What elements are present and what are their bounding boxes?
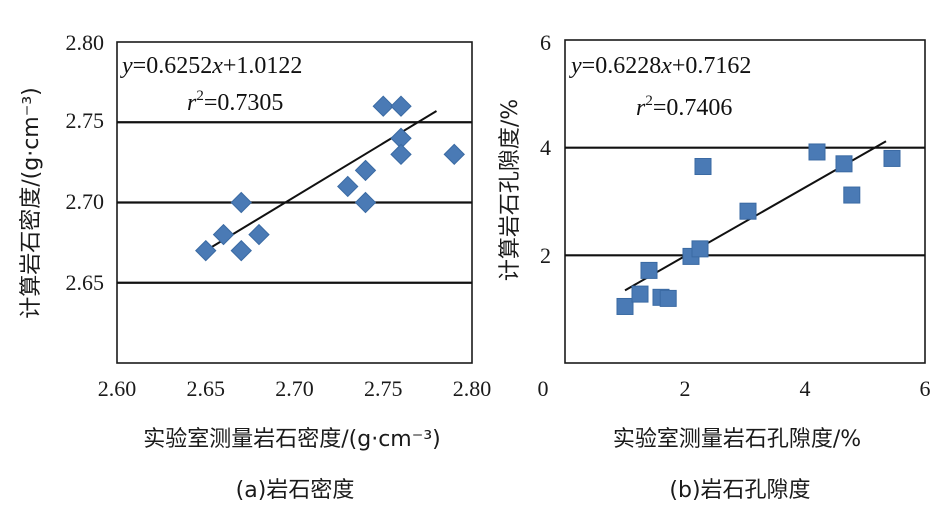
- panel-a-gridlines: [117, 121, 472, 284]
- square-data-point: [694, 158, 712, 176]
- square-data-point: [843, 186, 861, 204]
- diamond-data-point: [390, 143, 412, 166]
- panel-b-y-tick-labels: 2 4 6: [540, 30, 551, 268]
- panel-b-x-tick: 4: [800, 376, 811, 401]
- diamond-data-point: [248, 223, 270, 246]
- panel-a-x-tick: 2.80: [453, 376, 492, 401]
- diamond-data-point: [372, 95, 394, 117]
- diamond-data-point: [354, 159, 377, 182]
- panel-b-porosity-chart: 0 2 4 6 2 4 6 y=0.6228x+0.7162 r2=0.7406…: [498, 30, 931, 503]
- panel-a-data-points: [195, 95, 465, 262]
- panel-b-x-tick: 6: [920, 376, 931, 401]
- panel-a-density-chart: 2.60 2.65 2.70 2.75 2.80 2.65 2.70 2.75 …: [19, 30, 491, 503]
- square-data-point: [883, 149, 901, 167]
- diamond-data-point: [230, 239, 252, 262]
- diamond-data-point: [390, 95, 412, 117]
- panel-a-y-tick: 2.65: [66, 270, 105, 295]
- panel-a-equation: y=0.6252x+1.0122: [120, 53, 302, 79]
- panel-a-y-tick: 2.80: [66, 30, 105, 55]
- panel-b-x-axis-label: 实验室测量岩石孔隙度/%: [613, 427, 861, 452]
- panel-a-y-tick: 2.70: [66, 189, 105, 214]
- panel-a-caption: (a)岩石密度: [236, 478, 355, 503]
- diamond-data-point: [354, 191, 377, 214]
- square-data-point: [640, 261, 658, 279]
- panel-b-r-squared: r2=0.7406: [636, 93, 732, 121]
- panel-a-y-tick: 2.75: [66, 108, 105, 133]
- panel-b-x-tick: 2: [680, 376, 691, 401]
- square-data-point: [616, 297, 634, 315]
- square-data-point: [835, 155, 853, 173]
- panel-b-y-axis-label: 计算岩石孔隙度/%: [498, 99, 523, 281]
- panel-a-x-tick: 2.65: [187, 376, 226, 401]
- panel-b-y-tick: 2: [540, 243, 551, 268]
- diamond-data-point: [212, 223, 235, 246]
- panel-b-x-tick: 0: [538, 376, 549, 401]
- panel-a-x-tick: 2.75: [364, 376, 403, 401]
- panel-a-y-axis-label: 计算岩石密度/(g·cm⁻³): [19, 87, 44, 319]
- panel-b-y-tick: 6: [540, 30, 551, 55]
- panel-b-equation: y=0.6228x+0.7162: [569, 53, 751, 79]
- diamond-data-point: [195, 239, 217, 262]
- panel-a-x-axis-label: 实验室测量岩石密度/(g·cm⁻³): [143, 427, 441, 452]
- panel-a-x-tick: 2.60: [98, 376, 137, 401]
- panel-b-x-tick-labels: 0 2 4 6: [538, 376, 931, 401]
- diamond-data-point: [337, 175, 359, 198]
- panel-a-r-squared: r2=0.7305: [187, 88, 283, 116]
- diamond-data-point: [230, 191, 252, 214]
- panel-b-y-tick: 4: [540, 135, 551, 160]
- square-data-point: [691, 240, 709, 258]
- square-data-point: [739, 202, 757, 220]
- panel-b-caption: (b)岩石孔隙度: [669, 478, 810, 503]
- panel-b-plot-frame: [564, 39, 926, 364]
- panel-b-gridlines: [565, 146, 925, 257]
- diamond-data-point: [443, 143, 465, 166]
- panel-b-data-points: [616, 143, 901, 315]
- panel-a-x-tick-labels: 2.60 2.65 2.70 2.75 2.80: [98, 376, 492, 401]
- square-data-point: [631, 285, 649, 303]
- square-data-point: [659, 289, 677, 307]
- panel-a-y-tick-labels: 2.65 2.70 2.75 2.80: [66, 30, 105, 295]
- square-data-point: [808, 143, 826, 161]
- panel-a-x-tick: 2.70: [275, 376, 314, 401]
